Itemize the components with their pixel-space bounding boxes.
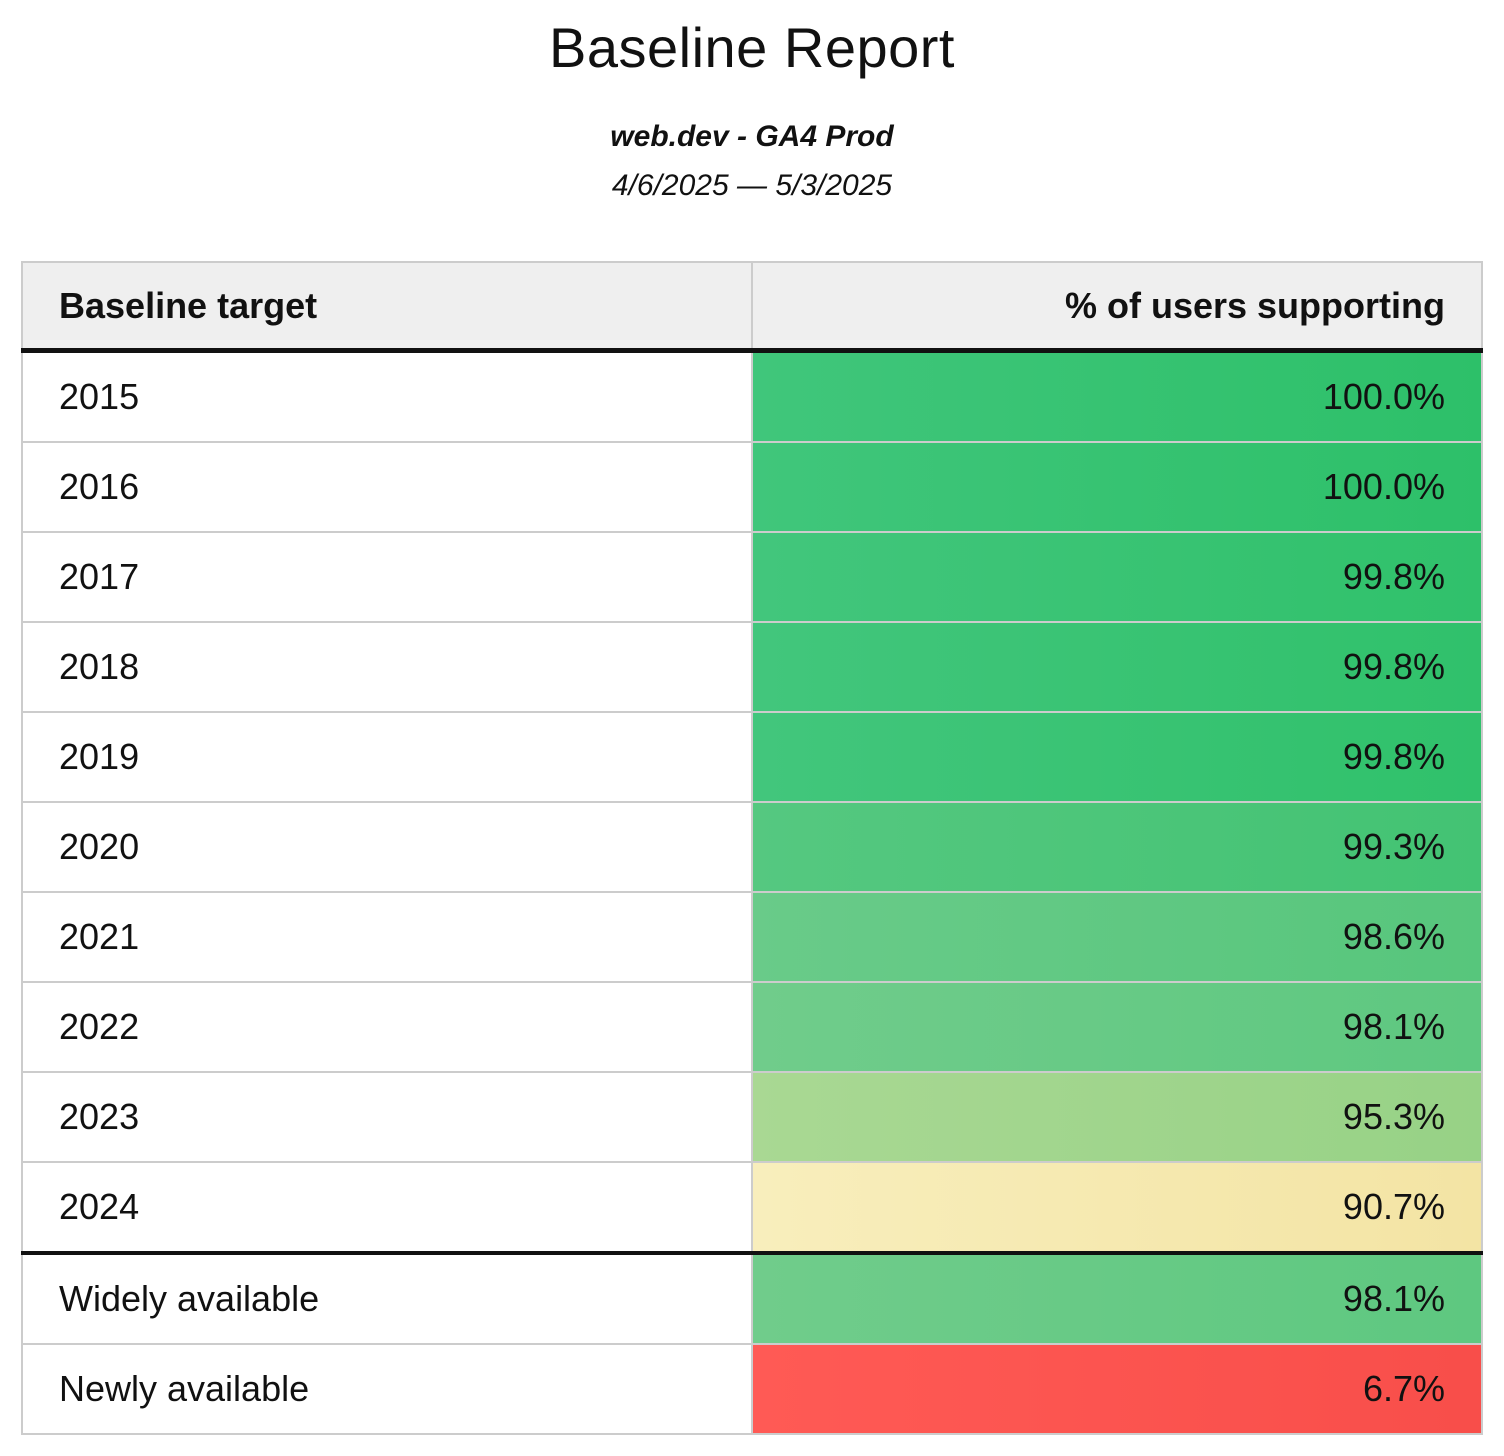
support-cell: 99.8% (752, 531, 1482, 623)
support-cell: 99.8% (752, 621, 1482, 713)
support-cell: 98.6% (752, 891, 1482, 983)
target-cell: 2022 (22, 981, 753, 1073)
support-cell: 100.0% (752, 441, 1482, 533)
target-cell: 2015 (22, 350, 753, 443)
support-cell: 100.0% (752, 350, 1482, 443)
support-cell: 95.3% (752, 1071, 1482, 1163)
target-cell: 2020 (22, 801, 753, 893)
table-row: 2016 100.0% (22, 441, 1482, 533)
support-cell: 99.8% (752, 711, 1482, 803)
table-row: Widely available 98.1% (22, 1251, 1482, 1345)
page-title: Baseline Report (549, 16, 955, 79)
table-row: 2021 98.6% (22, 891, 1482, 983)
table-row: 2017 99.8% (22, 531, 1482, 623)
report-page: Baseline Report web.dev - GA4 Prod 4/6/2… (0, 14, 1504, 1436)
target-cell: 2019 (22, 711, 753, 803)
table-row: Newly available 6.7% (22, 1343, 1482, 1435)
support-cell: 6.7% (752, 1343, 1482, 1435)
baseline-support-table: Baseline target % of users supporting 20… (21, 261, 1483, 1436)
report-property-subtitle: web.dev - GA4 Prod (610, 120, 894, 154)
table-row: 2024 90.7% (22, 1161, 1482, 1254)
target-cell: Newly available (22, 1343, 753, 1435)
support-cell: 90.7% (752, 1161, 1482, 1254)
target-cell: Widely available (22, 1251, 753, 1345)
target-cell: 2017 (22, 531, 753, 623)
target-cell: 2023 (22, 1071, 753, 1163)
support-cell: 98.1% (752, 1251, 1482, 1345)
target-cell: 2016 (22, 441, 753, 533)
target-cell: 2024 (22, 1161, 753, 1254)
target-cell: 2018 (22, 621, 753, 713)
support-cell: 99.3% (752, 801, 1482, 893)
report-date-range: 4/6/2025 — 5/3/2025 (611, 169, 893, 203)
target-cell: 2021 (22, 891, 753, 983)
table-row: 2022 98.1% (22, 981, 1482, 1073)
table-row: 2019 99.8% (22, 711, 1482, 803)
column-header-users-supporting: % of users supporting (752, 262, 1482, 354)
table-row: 2015 100.0% (22, 350, 1482, 443)
table-header-row: Baseline target % of users supporting (22, 262, 1482, 354)
table-row: 2020 99.3% (22, 801, 1482, 893)
table-row: 2018 99.8% (22, 621, 1482, 713)
column-header-baseline-target: Baseline target (22, 262, 753, 354)
support-cell: 98.1% (752, 981, 1482, 1073)
table-row: 2023 95.3% (22, 1071, 1482, 1163)
